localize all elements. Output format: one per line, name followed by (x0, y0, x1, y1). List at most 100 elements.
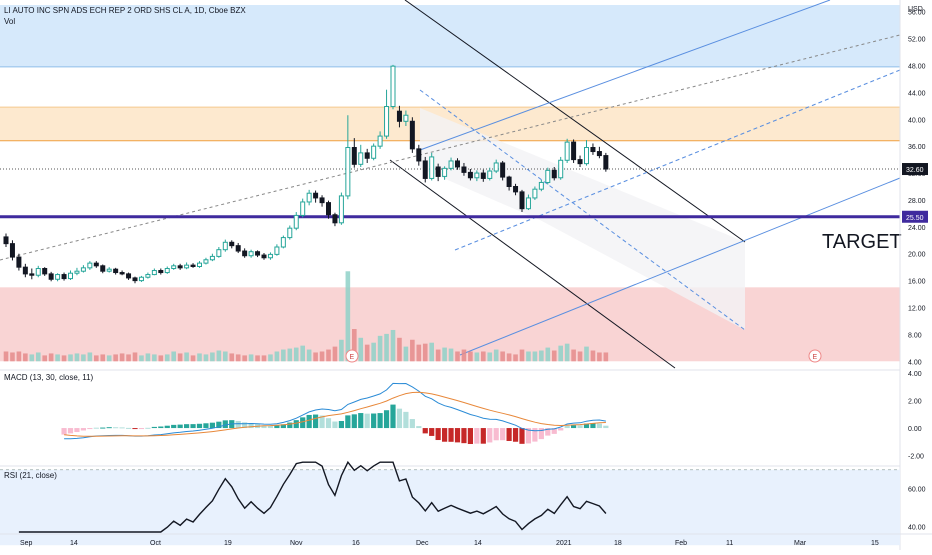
volume-bar (448, 348, 454, 362)
volume-bar (113, 354, 118, 362)
macd-hist-bar (164, 425, 170, 429)
candle-body (9, 243, 15, 258)
macd-hist-bar (306, 414, 312, 429)
volume-bar (190, 355, 196, 362)
volume-bar (442, 347, 447, 362)
volume-bar (410, 339, 415, 362)
macd-hist-bar (487, 428, 493, 443)
macd-hist-bar (267, 425, 274, 429)
volume-bar (377, 335, 383, 362)
macd-title: MACD (13, 30, close, 11) (4, 373, 94, 382)
x-tick: 16 (352, 540, 360, 547)
volume-bar (139, 355, 144, 362)
macd-tick: 0.00 (908, 426, 922, 433)
volume-bar (132, 352, 138, 362)
volume-bar (571, 349, 576, 362)
price-tick: 12.00 (908, 306, 926, 313)
volume-bar (177, 353, 183, 362)
candle-body (300, 201, 306, 216)
volume-bar (61, 355, 67, 362)
candle-body (487, 170, 493, 179)
volume-bar (487, 352, 493, 362)
volume-bar (203, 354, 209, 362)
candle-body (87, 262, 93, 269)
macd-hist-bar (125, 427, 132, 429)
macd-hist-bar (474, 428, 480, 444)
macd-hist-bar (564, 425, 570, 429)
candle-body (132, 277, 138, 282)
candle-body (332, 214, 338, 224)
candle-body (119, 272, 125, 275)
candle-body (171, 265, 177, 270)
candle-body (197, 262, 202, 267)
macd-hist-bar (203, 423, 209, 429)
rsi-title: RSI (21, close) (4, 471, 57, 480)
volume-bar (519, 349, 525, 362)
candle-body (280, 237, 286, 248)
volume-bar (152, 354, 157, 362)
macd-hist-bar (383, 410, 390, 429)
volume-bar (242, 355, 247, 362)
candle-body (190, 264, 196, 267)
volume-bar (35, 352, 41, 362)
parallel-solid-lower (459, 177, 901, 356)
volume-bar (126, 354, 131, 362)
macd-hist-bar (590, 423, 596, 429)
candle-body (55, 274, 61, 280)
volume-bar (539, 350, 544, 362)
macd-hist-bar (577, 425, 583, 429)
volume-bar (590, 350, 596, 362)
price-tick: 16.00 (908, 279, 926, 286)
macd-hist-bar (596, 423, 602, 429)
volume-bar (287, 348, 293, 362)
volume-bar (532, 351, 538, 362)
macd-hist-bar (184, 424, 190, 429)
macd-hist-bar (371, 413, 377, 429)
earnings-marker-label: E (813, 354, 818, 361)
volume-bar (74, 353, 80, 362)
candle-body (29, 273, 35, 276)
volume-bar (3, 351, 9, 362)
volume-bar (87, 352, 93, 362)
macd-hist-bar (538, 428, 544, 440)
last-price-tag (902, 163, 928, 176)
macd-hist-bar (525, 428, 532, 444)
candle-body (377, 135, 383, 147)
candle-body (203, 259, 209, 264)
candle-body (474, 172, 480, 179)
macd-hist-bar (80, 428, 86, 431)
candle-body (261, 254, 267, 259)
candle-body (106, 268, 112, 272)
macd-hist-bar (519, 428, 525, 444)
volume-bar (145, 353, 151, 362)
price-tick: 24.00 (908, 225, 926, 232)
volume-bar (500, 351, 505, 362)
x-tick: Mar (794, 540, 807, 547)
macd-hist-bar (551, 428, 557, 434)
macd-line (64, 382, 606, 440)
candle-body (229, 241, 235, 247)
channel-lower-line (389, 159, 676, 369)
volume-bar (171, 351, 176, 362)
macd-hist-bar (493, 428, 499, 441)
volume-bar (397, 337, 402, 362)
macd-hist-bar (332, 421, 338, 429)
x-tick: 11 (726, 540, 733, 547)
macd-hist-bar (177, 424, 183, 429)
volume-bar (526, 351, 531, 362)
x-tick: 2021 (556, 540, 572, 547)
candle-body (80, 267, 86, 272)
candle-body (493, 162, 499, 172)
macd-hist-bar (67, 428, 74, 434)
candle-body (16, 256, 22, 268)
candle-body (519, 191, 525, 210)
volume-bar (513, 354, 518, 362)
candle-body (467, 171, 473, 179)
macd-hist-bar (603, 425, 609, 429)
volume-bar (481, 351, 486, 362)
volume-bar (564, 343, 570, 362)
price-tick: 40.00 (908, 117, 926, 124)
macd-hist-bar (325, 418, 332, 429)
candle-body (390, 65, 396, 108)
volume-bar (184, 352, 189, 362)
